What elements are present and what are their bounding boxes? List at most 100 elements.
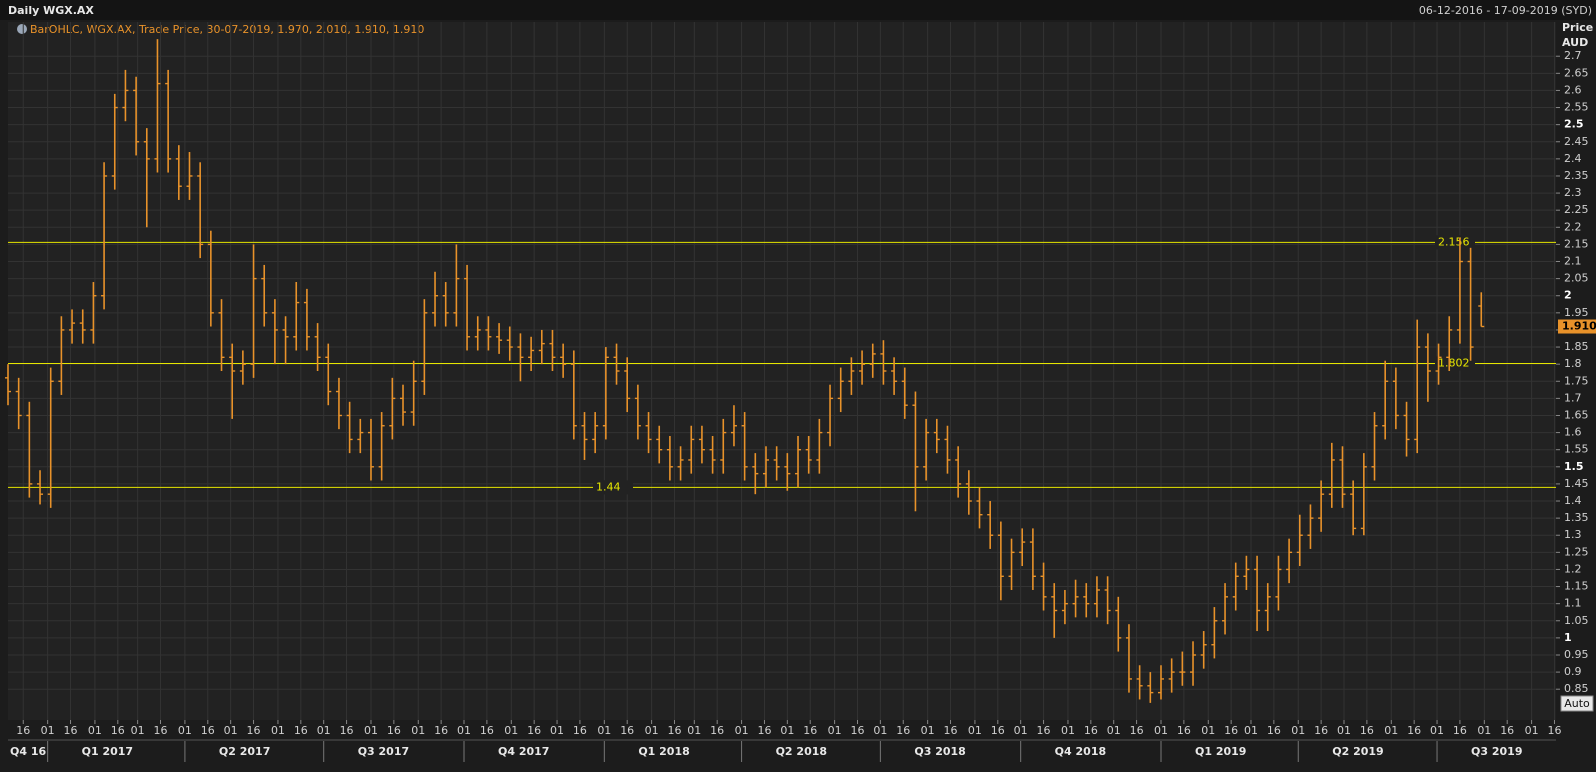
x-tick-label: 16 bbox=[1407, 724, 1421, 737]
ohlc-bar bbox=[1424, 333, 1431, 402]
ohlc-bar bbox=[987, 501, 994, 549]
auto-button-label[interactable]: Auto bbox=[1564, 697, 1590, 710]
ohlc-bar bbox=[912, 391, 919, 512]
ohlc-bar bbox=[933, 418, 940, 454]
ohlc-bar bbox=[1382, 360, 1389, 440]
x-tick-label: 01 bbox=[597, 724, 611, 737]
y-tick-label: 1.45 bbox=[1564, 477, 1589, 490]
ohlc-bar bbox=[581, 412, 588, 460]
y-tick-label: 1.35 bbox=[1564, 511, 1589, 524]
y-tick-label: 1.15 bbox=[1564, 580, 1589, 593]
quarter-label: Q2 2018 bbox=[776, 745, 827, 758]
y-tick-label: 1.75 bbox=[1564, 374, 1589, 387]
ohlc-bar bbox=[869, 343, 876, 378]
legend: BarOHLC, WGX.AX, Trade Price, 30-07-2019… bbox=[30, 23, 424, 36]
ohlc-bar bbox=[1115, 596, 1122, 652]
ohlc-bar bbox=[314, 323, 321, 371]
y-tick-label: 1.25 bbox=[1564, 545, 1589, 558]
x-tick-label: 01 bbox=[921, 724, 935, 737]
ohlc-bar bbox=[698, 425, 705, 464]
ohlc-bar bbox=[965, 470, 972, 515]
ohlc-bar bbox=[656, 425, 663, 464]
reference-label: 1.44 bbox=[596, 480, 621, 493]
y-tick-label: 1.3 bbox=[1564, 528, 1582, 541]
ohlc-bar bbox=[1157, 665, 1164, 700]
ohlc-bar bbox=[1339, 446, 1346, 508]
y-tick-label: 0.9 bbox=[1564, 665, 1582, 678]
quarter-label: Q3 2017 bbox=[358, 745, 409, 758]
x-tick-label: 16 bbox=[1224, 724, 1238, 737]
reference-label: 1.802 bbox=[1438, 356, 1470, 369]
x-tick-label: 16 bbox=[1453, 724, 1467, 737]
ohlc-bar bbox=[1200, 631, 1207, 669]
date-range: 06-12-2016 - 17-09-2019 (SYD) bbox=[1419, 4, 1592, 17]
x-tick-label: 16 bbox=[340, 724, 354, 737]
ohlc-bar bbox=[1392, 367, 1399, 430]
ohlc-bar bbox=[688, 425, 695, 474]
ohlc-bar bbox=[1414, 319, 1421, 454]
y-tick-label: 2.1 bbox=[1564, 255, 1582, 268]
x-tick-label: 16 bbox=[434, 724, 448, 737]
ohlc-bar bbox=[624, 357, 631, 413]
ohlc-bar bbox=[101, 162, 108, 310]
ohlc-bar bbox=[1061, 589, 1068, 625]
ohlc-bar bbox=[805, 436, 812, 474]
x-tick-label: 16 bbox=[247, 724, 261, 737]
ohlc-bar bbox=[271, 299, 278, 365]
ohlc-bar bbox=[645, 412, 652, 454]
y-tick-label: 2.2 bbox=[1564, 220, 1582, 233]
y-tick-label: 1.8 bbox=[1564, 357, 1582, 370]
x-tick-label: 01 bbox=[550, 724, 564, 737]
x-tick-label: 01 bbox=[178, 724, 192, 737]
x-tick-label: 16 bbox=[527, 724, 541, 737]
ohlc-bar bbox=[261, 264, 268, 327]
ohlc-bar bbox=[1190, 641, 1197, 686]
y-tick-label: 1.65 bbox=[1564, 408, 1589, 421]
x-tick-label: 01 bbox=[364, 724, 378, 737]
quarter-label: Q2 2017 bbox=[219, 745, 270, 758]
ohlc-bar bbox=[218, 299, 225, 371]
ohlc-bar bbox=[1435, 343, 1442, 385]
auto-button-box[interactable] bbox=[1560, 695, 1594, 712]
ohlc-bar bbox=[303, 288, 310, 351]
ohlc-bar bbox=[1275, 555, 1282, 611]
x-tick-label: 01 bbox=[1477, 724, 1491, 737]
quarter-label: Q4 16 bbox=[10, 745, 46, 758]
ohlc-bar bbox=[923, 418, 930, 481]
ohlc-bar bbox=[602, 347, 609, 440]
x-tick-label: 16 bbox=[64, 724, 78, 737]
ohlc-bar bbox=[997, 521, 1004, 601]
ohlc-bar bbox=[827, 384, 834, 447]
ohlc-bar bbox=[186, 152, 193, 200]
y-tick-label: 2.65 bbox=[1564, 66, 1589, 79]
y-tick-label: 2.05 bbox=[1564, 272, 1589, 285]
y-tick-label: 1.95 bbox=[1564, 306, 1589, 319]
header-bar bbox=[0, 0, 1596, 20]
ohlc-bar bbox=[5, 364, 11, 406]
ohlc-bar bbox=[976, 487, 983, 529]
x-tick-label: 16 bbox=[1084, 724, 1098, 737]
ohlc-bar bbox=[816, 418, 823, 474]
ohlc-bar bbox=[1467, 247, 1474, 361]
ohlc-bar bbox=[901, 367, 908, 419]
y-tick-label: 2.55 bbox=[1564, 101, 1589, 114]
x-tick-label: 01 bbox=[1430, 724, 1444, 737]
x-tick-label: 16 bbox=[1267, 724, 1281, 737]
ohlc-bar bbox=[549, 329, 556, 371]
x-tick-label: 16 bbox=[757, 724, 771, 737]
x-tick-label: 16 bbox=[16, 724, 30, 737]
ohlc-bar bbox=[528, 336, 535, 371]
ohlc-bar bbox=[1328, 442, 1335, 508]
auto-button[interactable]: Auto bbox=[1560, 695, 1594, 712]
y-axis-unit: AUD bbox=[1562, 36, 1588, 49]
ohlc-bar bbox=[410, 360, 417, 426]
ohlc-bar bbox=[859, 350, 866, 385]
ohlc-bar bbox=[538, 329, 545, 365]
grid-layer bbox=[8, 22, 1556, 720]
y-tick-label: 1.85 bbox=[1564, 340, 1589, 353]
ohlc-bar bbox=[346, 401, 353, 454]
y-tick-label: 2 bbox=[1564, 289, 1572, 302]
ohlc-bar bbox=[1350, 480, 1357, 536]
y-tick-label: 1.55 bbox=[1564, 443, 1589, 456]
